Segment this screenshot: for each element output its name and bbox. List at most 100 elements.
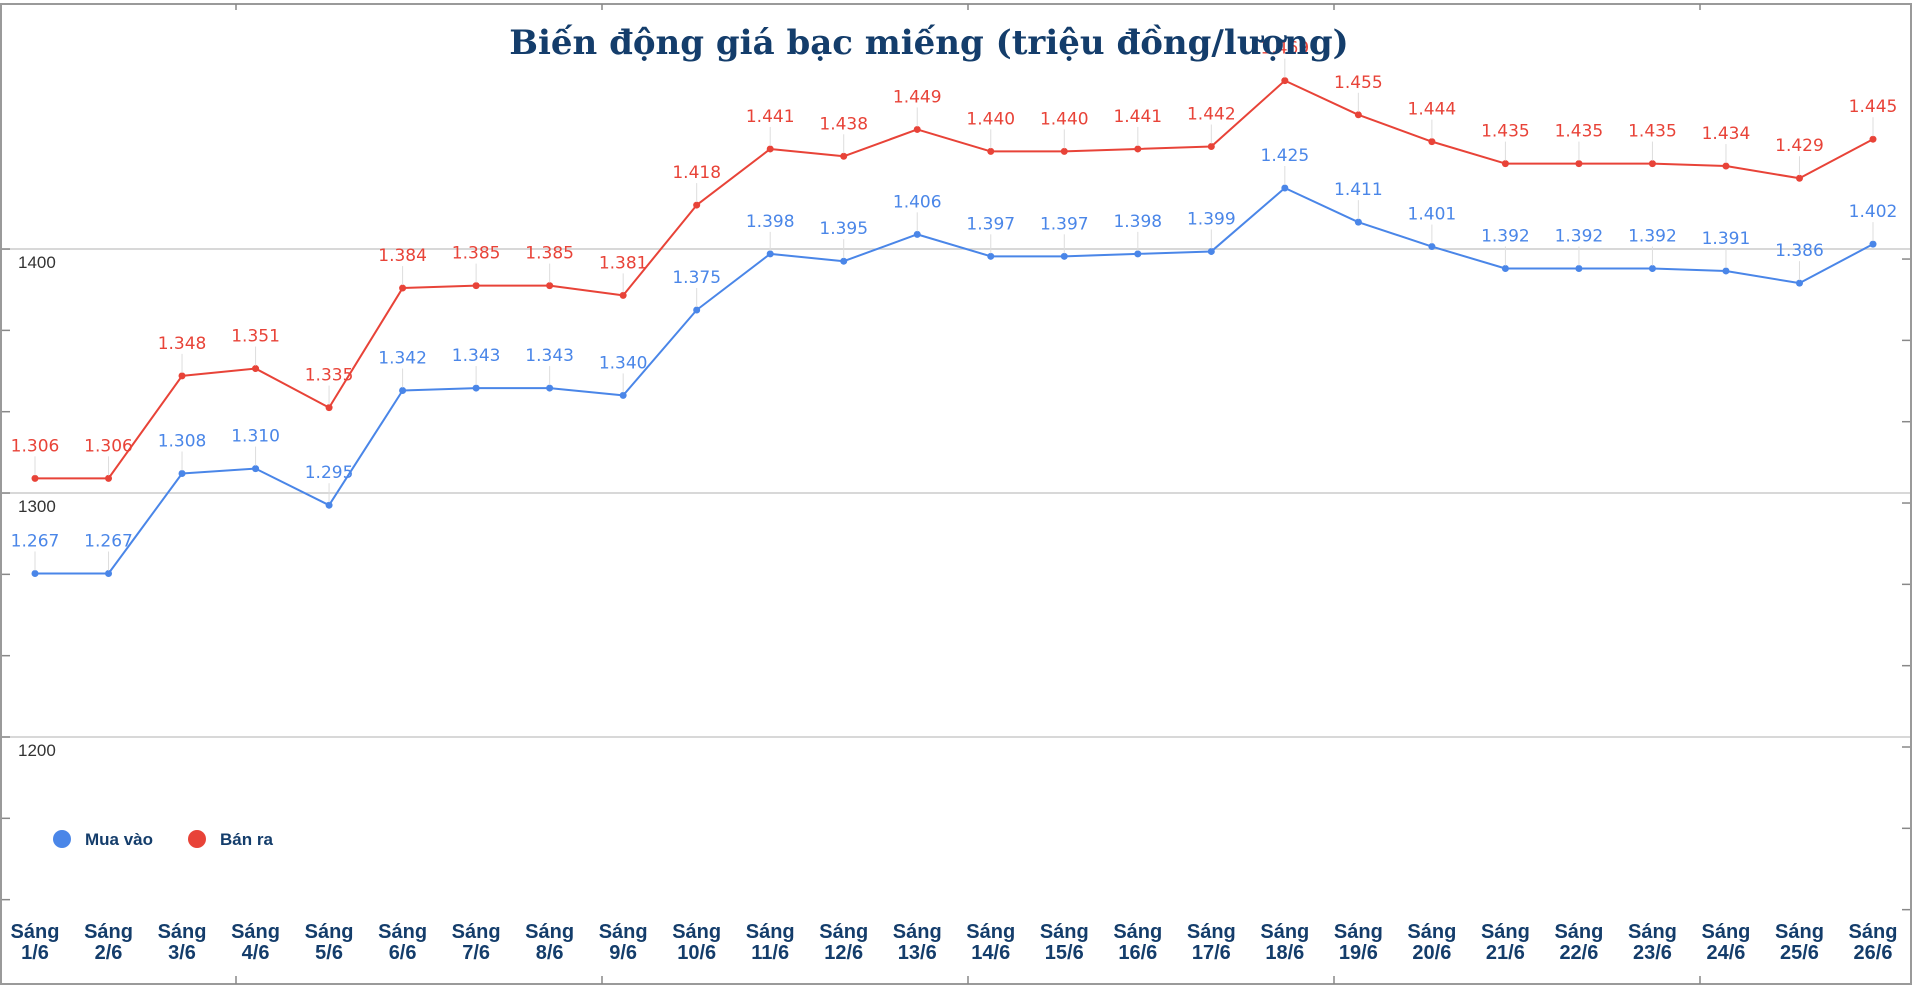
data-point [1648,160,1656,168]
data-point [1795,174,1803,182]
data-point [913,125,921,133]
data-label: 1.342 [378,349,427,369]
legend-label-sell: Bán ra [220,830,273,849]
data-point [105,474,113,482]
legend-swatch-sell [188,830,206,848]
data-point [1207,143,1215,151]
legend-label-buy: Mua vào [85,830,153,849]
x-tick-label: Sáng 3/6 [158,921,207,964]
data-point [693,306,701,314]
data-label: 1.395 [819,219,868,239]
data-point [1207,247,1215,255]
data-point [31,570,39,578]
y-axis: 1200 1300 1400 [18,253,56,760]
x-tick-label: Sáng 16/6 [1113,921,1162,964]
x-tick-label: Sáng 8/6 [525,921,574,964]
data-point [693,201,701,209]
data-point [1354,111,1362,119]
data-point [325,501,333,509]
data-point [105,570,113,578]
data-point [1575,265,1583,273]
x-tick-label: Sáng 12/6 [819,921,868,964]
data-label: 1.399 [1187,209,1236,229]
x-tick-label: Sáng 9/6 [599,921,648,964]
data-label: 1.449 [893,87,942,107]
data-label: 1.398 [746,212,795,232]
data-label: 1.441 [746,107,795,127]
x-tick-label: Sáng 7/6 [452,921,501,964]
data-point [252,365,260,373]
data-label: 1.402 [1849,202,1898,222]
data-label: 1.385 [452,244,501,264]
x-tick-label: Sáng 2/6 [84,921,133,964]
data-point [399,387,407,395]
data-point [1428,243,1436,251]
y-tick-label: 1300 [18,497,56,516]
grid-layer [2,248,1910,738]
data-label: 1.343 [452,346,501,366]
data-label: 1.340 [599,353,648,373]
data-label: 1.397 [1040,214,1089,234]
data-label: 1.438 [819,114,868,134]
data-point [766,145,774,153]
data-point [399,284,407,292]
x-tick-label: Sáng 5/6 [305,921,354,964]
x-tick-label: Sáng 17/6 [1187,921,1236,964]
data-point [1869,135,1877,143]
data-point [1428,138,1436,146]
series-layer [31,77,1877,578]
x-axis: Sáng 1/6 Sáng 2/6 Sáng 3/6 Sáng 4/6 Sáng 5/6 Sáng 6… [11,921,1898,964]
data-label: 1.445 [1849,97,1898,117]
series-line-sell [35,79,1874,480]
data-label: 1.381 [599,253,648,273]
data-label: 1.406 [893,192,942,212]
data-point [1575,160,1583,168]
data-point [1795,279,1803,287]
data-point [1648,265,1656,273]
data-point [987,147,995,155]
data-point [1060,252,1068,260]
data-point [766,250,774,258]
data-point [1722,162,1730,170]
data-point [546,384,554,392]
data-label: 1.442 [1187,105,1236,125]
data-label: 1.348 [158,334,207,354]
data-label: 1.308 [158,431,207,451]
data-label: 1.434 [1702,124,1751,144]
data-label: 1.397 [966,214,1015,234]
x-tick-label: Sáng 19/6 [1334,921,1383,964]
data-label: 1.392 [1555,227,1604,247]
x-tick-label: Sáng 10/6 [672,921,721,964]
chart-title: Biến động giá bạc miếng (triệu đồng/lượn… [509,23,1348,63]
data-point [1060,147,1068,155]
data-label: 1.411 [1334,180,1383,200]
data-label-layer: 1.267 1.267 1.308 1.310 1.295 1.342 1.343 1.343… [11,39,1898,571]
data-label: 1.469 [1261,39,1310,59]
data-point [619,291,627,299]
data-label: 1.441 [1113,107,1162,127]
data-label: 1.392 [1628,227,1677,247]
data-point [987,252,995,260]
y-tick-label: 1200 [18,741,56,760]
data-label: 1.295 [305,463,354,483]
data-label: 1.384 [378,246,427,266]
data-label: 1.267 [11,532,60,552]
data-point [1354,218,1362,226]
data-label: 1.435 [1555,122,1604,142]
x-tick-label: Sáng 23/6 [1628,921,1677,964]
x-tick-label: Sáng 18/6 [1260,921,1309,964]
data-label: 1.391 [1702,229,1751,249]
data-label: 1.310 [231,427,280,447]
data-label: 1.335 [305,366,354,386]
data-label: 1.392 [1481,227,1530,247]
data-label: 1.444 [1408,100,1457,120]
data-label: 1.401 [1408,205,1457,225]
data-point [472,282,480,290]
x-tick-label: Sáng 26/6 [1849,921,1898,964]
frame-tick-marks [2,4,1910,984]
legend-swatch-buy [53,830,71,848]
data-label: 1.351 [231,327,280,347]
data-label: 1.429 [1775,136,1824,156]
data-point [840,257,848,265]
